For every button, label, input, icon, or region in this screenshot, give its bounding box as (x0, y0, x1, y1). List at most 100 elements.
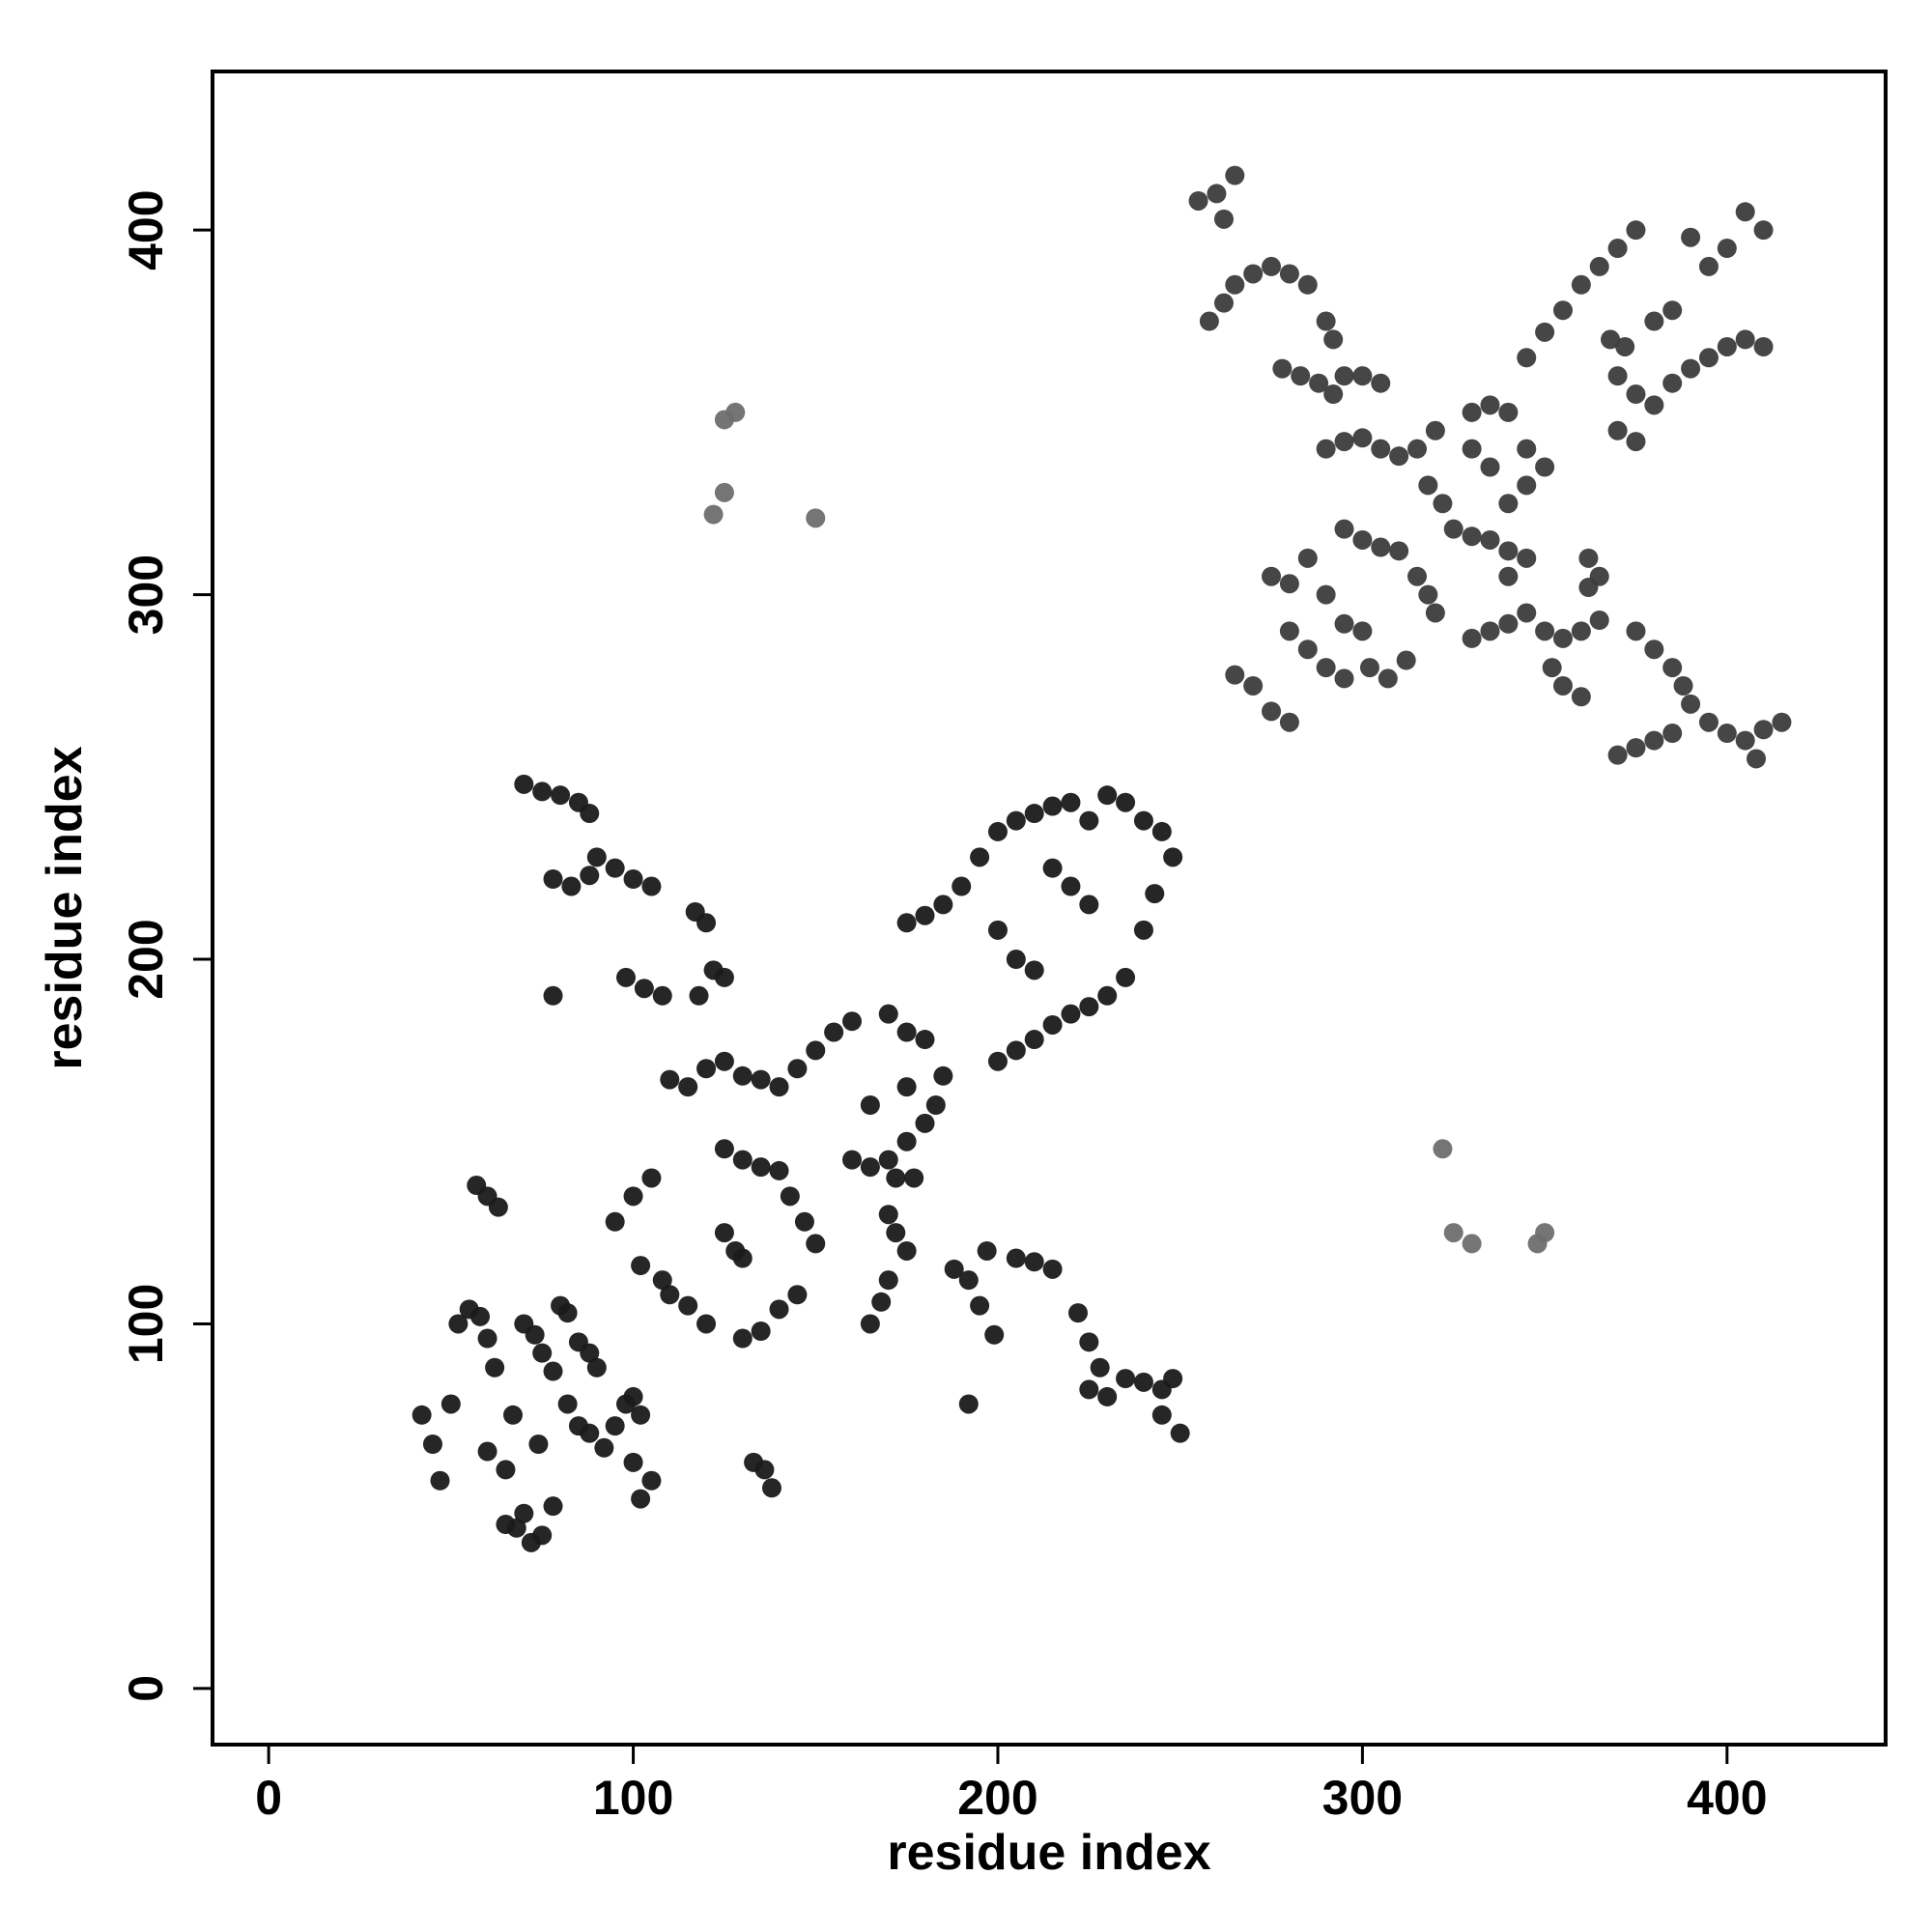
point (1517, 548, 1537, 568)
point (1498, 494, 1519, 514)
point (412, 1405, 432, 1425)
point (1480, 529, 1500, 550)
point (1352, 621, 1373, 641)
point (714, 1223, 734, 1243)
point (1607, 239, 1628, 259)
point (958, 1394, 979, 1414)
point (1097, 785, 1118, 806)
point (987, 920, 1008, 940)
point (933, 895, 953, 915)
point (1418, 475, 1438, 496)
point (605, 1416, 625, 1436)
point (1225, 274, 1245, 295)
point (1145, 884, 1165, 904)
point (1644, 395, 1664, 415)
point (944, 1259, 964, 1279)
point (1735, 329, 1755, 350)
point (1163, 847, 1183, 867)
point (1243, 675, 1264, 696)
point (1006, 950, 1026, 970)
point (1378, 668, 1398, 689)
point (1334, 519, 1354, 539)
point (860, 1094, 880, 1115)
point (543, 868, 563, 889)
point (904, 1168, 924, 1188)
point (824, 1022, 844, 1042)
point (631, 1489, 651, 1509)
x-tick-label: 300 (1322, 1771, 1403, 1825)
point (1133, 810, 1153, 831)
point (1735, 730, 1755, 751)
point (1024, 1252, 1044, 1272)
point (769, 1299, 789, 1320)
point (751, 1321, 771, 1342)
point (860, 1157, 880, 1178)
point (1681, 227, 1701, 247)
point (557, 1303, 578, 1323)
point (761, 1478, 781, 1498)
point (532, 781, 553, 802)
point (860, 1314, 880, 1334)
point (496, 1460, 516, 1480)
point (1006, 810, 1026, 831)
point (1316, 439, 1336, 459)
point (915, 1030, 935, 1050)
point (696, 1059, 717, 1079)
point (528, 1435, 549, 1455)
x-tick-label: 200 (957, 1771, 1037, 1825)
point (1262, 256, 1282, 276)
point (1024, 804, 1044, 824)
point (696, 1314, 717, 1334)
point (1443, 1223, 1463, 1243)
point (714, 1139, 734, 1159)
point (422, 1435, 442, 1455)
point (714, 482, 734, 502)
plot-frame (211, 70, 1888, 1747)
point (1199, 311, 1219, 331)
point (806, 1040, 826, 1061)
point (933, 1065, 953, 1086)
point (1316, 584, 1336, 605)
point (977, 1240, 997, 1261)
point (1571, 687, 1591, 707)
point (1578, 548, 1599, 568)
point (1133, 1372, 1153, 1392)
y-tick-label: 100 (119, 1284, 173, 1364)
point (1006, 1248, 1026, 1268)
point (1717, 724, 1737, 744)
point (1626, 738, 1646, 758)
point (1735, 202, 1755, 222)
point (1334, 366, 1354, 386)
point (477, 1441, 497, 1462)
point (1433, 494, 1453, 514)
point (1747, 749, 1767, 769)
point (1644, 730, 1664, 751)
point (732, 1328, 753, 1349)
point (1498, 541, 1519, 561)
point (1433, 1139, 1453, 1159)
point (1352, 366, 1373, 386)
point (514, 774, 534, 794)
point (1079, 1332, 1099, 1352)
point (1163, 1369, 1183, 1389)
point (430, 1470, 450, 1491)
point (1334, 613, 1354, 634)
point (1772, 712, 1792, 732)
point (896, 1077, 917, 1097)
point (1090, 1357, 1110, 1378)
point (984, 1324, 1005, 1345)
point (631, 1405, 651, 1425)
point (1024, 960, 1044, 980)
point (878, 1150, 898, 1170)
point (1480, 621, 1500, 641)
point (1644, 311, 1664, 331)
point (1042, 858, 1063, 878)
point (580, 1343, 600, 1363)
point (787, 1285, 808, 1305)
point (886, 1223, 906, 1243)
point (1425, 603, 1445, 623)
point (878, 1004, 898, 1024)
point (1116, 792, 1136, 812)
point (1225, 165, 1245, 185)
point (1407, 439, 1428, 459)
